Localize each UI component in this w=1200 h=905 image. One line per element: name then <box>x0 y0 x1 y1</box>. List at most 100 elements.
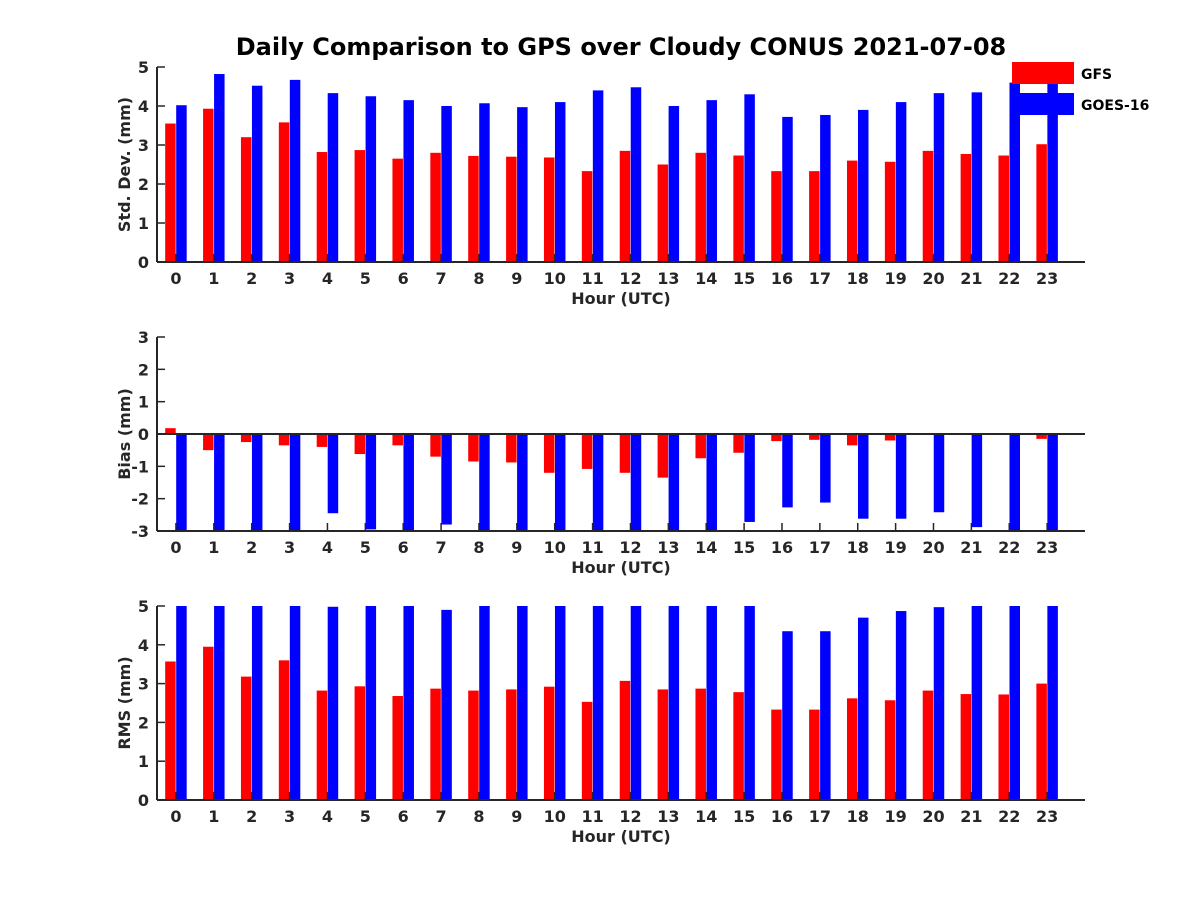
bar-goes-16-21 <box>971 606 983 800</box>
x-tick-label: 14 <box>695 538 717 557</box>
bar-gfs-7 <box>430 434 441 457</box>
x-tick-label: 10 <box>544 807 566 826</box>
y-tick-label: 4 <box>138 636 149 655</box>
bar-goes-16-5 <box>365 96 377 262</box>
bar-goes-16-1 <box>214 74 225 263</box>
bar-gfs-19 <box>884 434 896 441</box>
bar-gfs-1 <box>203 434 214 451</box>
bar-gfs-3 <box>278 434 290 446</box>
x-tick-label: 17 <box>809 538 831 557</box>
bar-gfs-8 <box>468 434 479 462</box>
x-tick-label: 1 <box>208 538 219 557</box>
y-tick-label: 3 <box>138 675 149 694</box>
bar-goes-16-15 <box>744 94 755 262</box>
x-tick-label: 1 <box>208 807 219 826</box>
x-tick-label: 22 <box>998 807 1020 826</box>
bar-goes-16-10 <box>554 102 566 262</box>
x-axis-label: Hour (UTC) <box>571 558 671 577</box>
x-tick-label: 8 <box>473 269 484 288</box>
x-tick-label: 5 <box>360 807 371 826</box>
bar-gfs-2 <box>240 434 252 443</box>
x-tick-label: 2 <box>246 807 257 826</box>
bar-gfs-2 <box>240 137 252 262</box>
bar-goes-16-5 <box>365 606 377 800</box>
bar-goes-16-14 <box>706 606 717 800</box>
x-tick-label: 11 <box>581 807 603 826</box>
y-tick-label: 2 <box>138 713 149 732</box>
y-tick-label: 2 <box>138 175 149 194</box>
bar-gfs-12 <box>619 434 631 473</box>
bar-goes-16-5 <box>365 434 377 530</box>
x-tick-label: 21 <box>960 269 982 288</box>
x-tick-label: 17 <box>809 807 831 826</box>
bar-gfs-11 <box>581 171 593 262</box>
x-tick-label: 15 <box>733 538 755 557</box>
bar-goes-16-20 <box>933 434 945 513</box>
bar-goes-16-9 <box>517 107 528 262</box>
y-tick-label: 5 <box>138 597 149 616</box>
bar-goes-16-18 <box>857 109 869 263</box>
x-tick-label: 2 <box>246 269 257 288</box>
bar-goes-16-3 <box>289 79 301 263</box>
x-axis-label: Hour (UTC) <box>571 827 671 846</box>
bar-goes-16-23 <box>1047 82 1058 262</box>
bar-gfs-0 <box>165 661 176 800</box>
bar-gfs-1 <box>203 646 214 800</box>
bar-goes-16-18 <box>857 434 869 519</box>
bar-goes-16-16 <box>782 631 793 800</box>
bar-goes-16-13 <box>668 606 680 800</box>
x-tick-label: 13 <box>657 538 679 557</box>
x-tick-label: 8 <box>473 538 484 557</box>
legend-label-gfs: GFS <box>1081 67 1112 83</box>
bar-goes-16-23 <box>1047 606 1058 800</box>
bar-goes-16-9 <box>517 606 528 800</box>
x-tick-label: 10 <box>544 538 566 557</box>
x-tick-label: 18 <box>847 269 869 288</box>
bar-gfs-20 <box>922 150 934 262</box>
x-tick-label: 9 <box>511 269 522 288</box>
bar-gfs-18 <box>846 160 858 262</box>
x-tick-label: 3 <box>284 807 295 826</box>
bar-goes-16-10 <box>554 434 566 531</box>
bar-gfs-15 <box>733 434 744 453</box>
x-tick-label: 6 <box>398 269 409 288</box>
bar-gfs-16 <box>771 709 782 800</box>
x-tick-label: 19 <box>884 538 906 557</box>
bar-gfs-12 <box>619 150 631 262</box>
bar-goes-16-6 <box>403 434 414 531</box>
x-tick-label: 20 <box>922 807 944 826</box>
bar-gfs-9 <box>506 434 517 463</box>
y-axis-label: RMS (mm) <box>115 656 134 749</box>
x-tick-label: 8 <box>473 807 484 826</box>
bar-goes-16-4 <box>327 434 339 514</box>
x-tick-label: 3 <box>284 538 295 557</box>
bar-gfs-9 <box>506 689 517 800</box>
y-tick-label: 3 <box>138 136 149 155</box>
x-tick-label: 9 <box>511 538 522 557</box>
y-tick-label: -3 <box>131 522 149 541</box>
x-tick-label: 2 <box>246 538 257 557</box>
x-tick-label: 4 <box>322 538 333 557</box>
bar-gfs-14 <box>695 434 706 459</box>
bar-goes-16-17 <box>820 114 831 262</box>
bar-goes-16-2 <box>251 606 263 800</box>
bar-gfs-18 <box>846 698 858 800</box>
y-tick-label: 2 <box>138 360 149 379</box>
bar-gfs-12 <box>619 680 631 800</box>
bar-goes-16-19 <box>895 434 907 519</box>
x-tick-label: 14 <box>695 807 717 826</box>
bar-gfs-13 <box>657 434 669 478</box>
y-tick-label: 1 <box>138 752 149 771</box>
x-tick-label: 7 <box>436 807 447 826</box>
bar-gfs-23 <box>1036 144 1047 262</box>
bar-gfs-6 <box>392 696 403 800</box>
x-tick-label: 21 <box>960 807 982 826</box>
bar-gfs-5 <box>354 434 366 455</box>
bar-gfs-0 <box>165 123 176 262</box>
x-tick-label: 22 <box>998 269 1020 288</box>
bar-gfs-17 <box>809 171 820 262</box>
